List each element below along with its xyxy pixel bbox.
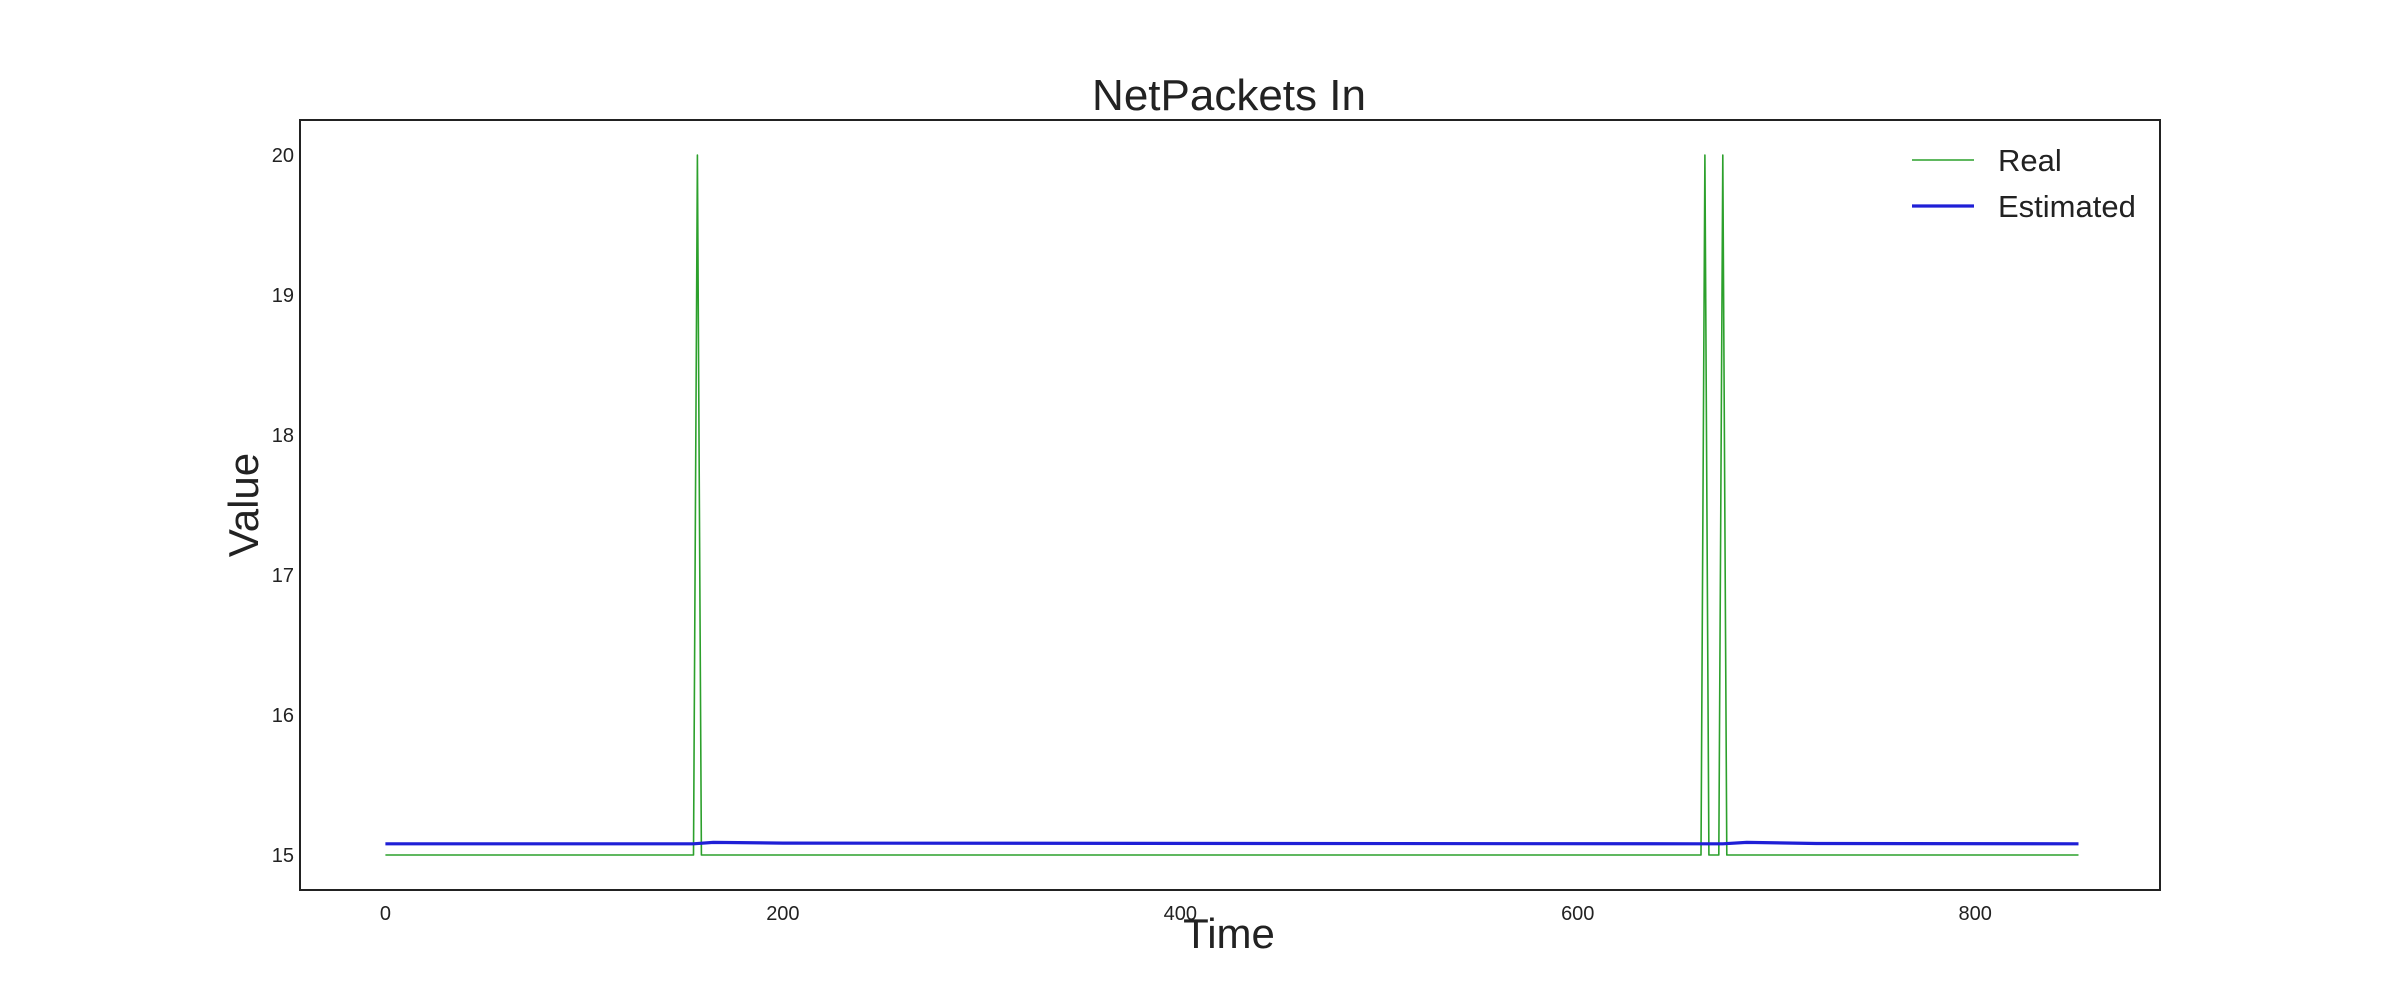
x-tick-label: 800	[1959, 903, 1992, 925]
y-tick-label: 18	[272, 425, 294, 447]
x-axis-label: Time	[1183, 910, 1275, 957]
x-tick-label: 0	[380, 903, 391, 925]
legend-label-estimated: Estimated	[1998, 189, 2136, 224]
x-tick-label: 400	[1164, 903, 1197, 925]
series-line-estimated	[385, 840, 2079, 846]
y-tick-label: 20	[272, 145, 294, 167]
y-tick-labels: 15 16 17 18 19 20	[272, 145, 294, 867]
series-line-real	[385, 154, 2079, 856]
x-tick-label: 200	[766, 903, 799, 925]
chart-title: NetPackets In	[1092, 71, 1366, 120]
y-tick-label: 19	[272, 285, 294, 307]
x-tick-labels: 0 200 400 600 800	[380, 903, 1992, 925]
y-axis-label: Value	[220, 453, 267, 557]
y-tick-label: 17	[272, 565, 294, 587]
y-tick-label: 15	[272, 845, 294, 867]
y-tick-label: 16	[272, 705, 294, 727]
plot-frame	[299, 119, 2161, 891]
legend-label-real: Real	[1998, 143, 2062, 178]
series-layer	[385, 154, 2079, 856]
legend: Real Estimated	[1912, 143, 2136, 224]
x-tick-label: 600	[1561, 903, 1594, 925]
